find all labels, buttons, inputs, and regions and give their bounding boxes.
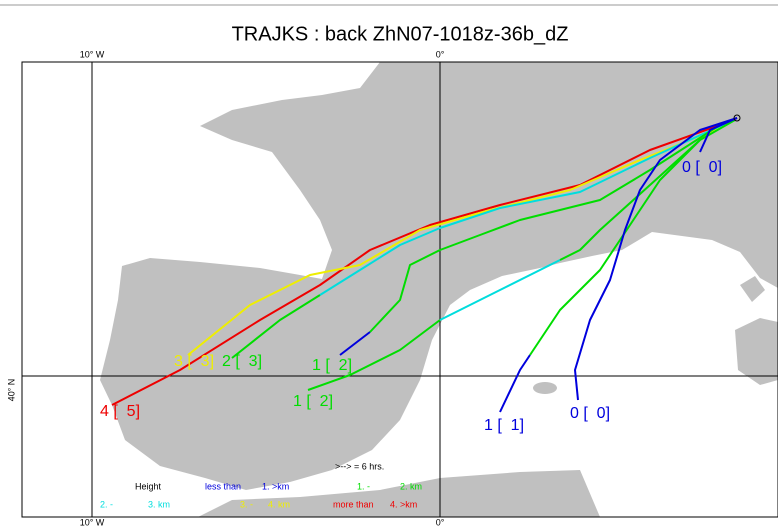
legend-heading: Height: [135, 481, 162, 491]
legend-item: more than: [333, 499, 374, 509]
legend-item: 4. >km: [390, 499, 417, 509]
trajectory: [231, 294, 321, 359]
legend-item: 3. -: [240, 499, 253, 509]
legend-item: 2. km: [400, 481, 422, 491]
axis-label: 40° N: [6, 379, 16, 402]
trajectory-label: 2 [ 3]: [222, 353, 262, 370]
axis-label: 0°: [436, 49, 445, 59]
map-frame: [21, 61, 778, 518]
trajectory-label: 1 [ 1]: [484, 417, 524, 434]
trajectory: [339, 331, 371, 356]
trajectory-label: 0 [ 0]: [682, 159, 722, 176]
trajectory: [529, 139, 701, 356]
legend-note: >--> = 6 hrs.: [335, 461, 384, 471]
title: TRAJKS : back ZhN07-1018z-36b_dZ: [232, 23, 569, 45]
trajectory-label: 3 [ 3]: [174, 353, 214, 370]
trajectory: [369, 124, 721, 333]
legend-item: 1. -: [357, 481, 370, 491]
origin: [733, 114, 741, 122]
trajectory: [574, 117, 738, 401]
trajectory-label: 4 [ 5]: [100, 403, 140, 420]
axis-label: 10° W: [80, 49, 105, 59]
trajectory-label: 1 [ 2]: [293, 393, 333, 410]
map: [21, 61, 778, 518]
legend-item: 4. km: [268, 499, 290, 509]
island: [740, 276, 765, 302]
trajectory: [319, 123, 726, 296]
trajectory: [307, 319, 441, 391]
trajectory-label: 0 [ 0]: [570, 405, 610, 422]
legend-item: 1. >km: [262, 481, 289, 491]
trajectory: [699, 117, 738, 153]
island: [533, 382, 557, 394]
trajectory: [559, 119, 736, 261]
land-europe: [100, 62, 778, 490]
trajectory-label: 1 [ 2]: [312, 357, 352, 374]
trajectories: [111, 114, 741, 413]
trajectory: [111, 117, 738, 406]
trajectory: [187, 127, 721, 356]
trajectory: [439, 259, 561, 321]
legend-item: less than: [205, 481, 241, 491]
legend-item: 3. km: [148, 499, 170, 509]
land-africa: [198, 470, 600, 517]
legend: >--> = 6 hrs. Height less than 1. >km 1.…: [100, 461, 422, 509]
axis-label: 10° W: [80, 517, 105, 527]
axis-label: 0°: [436, 517, 445, 527]
legend-item: 2. -: [100, 499, 113, 509]
trajectory: [499, 354, 531, 413]
island: [735, 318, 778, 385]
